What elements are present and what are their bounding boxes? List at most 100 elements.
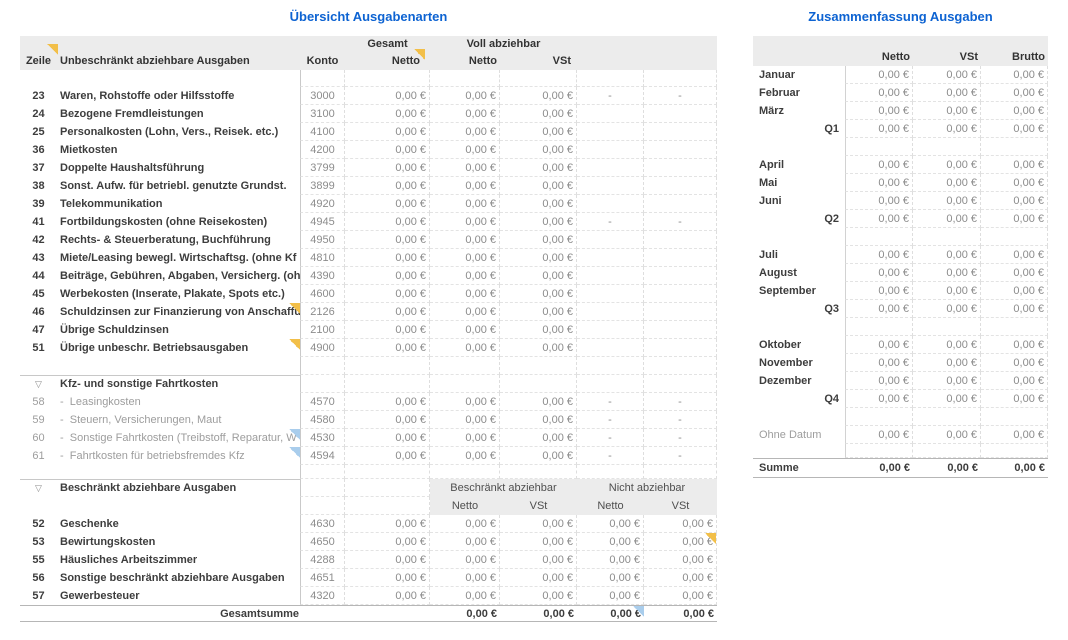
cell-value[interactable]: 0,00 €: [845, 84, 913, 102]
column-header-konto[interactable]: Konto: [306, 55, 339, 67]
cell-value[interactable]: [913, 318, 981, 336]
cell-description[interactable]: Häusliches Arbeitszimmer: [60, 554, 198, 566]
cell-value[interactable]: 0,00 €: [466, 607, 497, 620]
cell-konto[interactable]: [300, 357, 345, 375]
cell-konto[interactable]: 2100: [300, 321, 345, 339]
cell-value[interactable]: 0,00 €: [500, 429, 577, 447]
cell-description[interactable]: Doppelte Haushaltsführung: [60, 162, 205, 174]
cell-value[interactable]: 0,00 €: [430, 393, 500, 411]
cell-period-label[interactable]: Ohne Datum: [759, 429, 822, 441]
cell-value[interactable]: 0,00 €: [500, 105, 577, 123]
cell-value[interactable]: [577, 465, 644, 479]
cell-value[interactable]: [981, 138, 1048, 156]
cell-period-label[interactable]: September: [759, 285, 816, 297]
column-header-brutto[interactable]: Brutto: [1012, 51, 1045, 63]
cell-value[interactable]: [500, 70, 577, 87]
cell-value[interactable]: [577, 321, 644, 339]
cell-value[interactable]: [345, 70, 430, 87]
cell-value[interactable]: 0,00 €: [430, 195, 500, 213]
cell-value[interactable]: -: [577, 393, 644, 411]
cell-blank[interactable]: [753, 444, 845, 458]
cell-value[interactable]: [577, 231, 644, 249]
cell-value[interactable]: 0,00 €: [845, 66, 913, 84]
cell-value[interactable]: 0,00 €: [913, 336, 981, 354]
cell-value[interactable]: 0,00 €: [345, 231, 430, 249]
cell-zeile[interactable]: 61: [32, 450, 45, 462]
cell-value[interactable]: 0,00 €: [981, 426, 1048, 444]
cell-value[interactable]: 0,00 €: [500, 231, 577, 249]
cell-value[interactable]: [577, 249, 644, 267]
cell-konto[interactable]: [300, 465, 345, 479]
cell-zeile[interactable]: 42: [32, 234, 45, 246]
cell-konto[interactable]: 4650: [300, 533, 345, 551]
cell-value[interactable]: 0,00 €: [345, 321, 430, 339]
cell-description[interactable]: - Steuern, Versicherungen, Maut: [60, 414, 222, 426]
cell-value[interactable]: 0,00 €: [430, 213, 500, 231]
cell-description[interactable]: Beiträge, Gebühren, Abgaben, Versicherg.…: [60, 270, 300, 282]
cell-zeile[interactable]: 59: [32, 414, 45, 426]
cell-value[interactable]: [644, 267, 717, 285]
cell-value[interactable]: 0,00 €: [500, 447, 577, 465]
cell-value[interactable]: 0,00 €: [981, 174, 1048, 192]
cell-value[interactable]: 0,00 €: [430, 249, 500, 267]
column-header-unbeschraenkt[interactable]: Unbeschränkt abziehbare Ausgaben: [60, 55, 250, 67]
cell-value[interactable]: 0,00 €: [845, 120, 913, 138]
cell-zeile[interactable]: 41: [32, 216, 45, 228]
cell-value[interactable]: 0,00 €: [345, 195, 430, 213]
cell-value[interactable]: [644, 375, 717, 393]
cell-konto[interactable]: 4390: [300, 267, 345, 285]
column-group-header-gesamt[interactable]: Gesamt: [367, 38, 408, 50]
cell-description[interactable]: Bewirtungskosten: [60, 536, 156, 548]
cell-blank[interactable]: [20, 465, 300, 479]
cell-value[interactable]: 0,00 €: [500, 411, 577, 429]
cell-value[interactable]: 0,00 €: [345, 515, 430, 533]
cell-value[interactable]: 0,00 €: [500, 569, 577, 587]
cell-description[interactable]: Beschränkt abziehbare Ausgaben: [60, 482, 237, 494]
cell-value[interactable]: 0,00 €: [500, 195, 577, 213]
cell-description[interactable]: Miete/Leasing bewegl. Wirtschaftsg. (ohn…: [60, 252, 297, 264]
cell-value[interactable]: [845, 138, 913, 156]
cell-konto[interactable]: 4288: [300, 551, 345, 569]
column-header-vst[interactable]: VSt: [959, 51, 978, 63]
cell-value[interactable]: 0,00 €: [345, 249, 430, 267]
cell-value[interactable]: 0,00 €: [430, 87, 500, 105]
cell-value[interactable]: 0,00 €: [913, 66, 981, 84]
cell-description[interactable]: Fortbildungskosten (ohne Reisekosten): [60, 216, 268, 228]
cell-value[interactable]: [430, 375, 500, 393]
cell-value[interactable]: [500, 465, 577, 479]
cell-value[interactable]: [577, 123, 644, 141]
disclosure-triangle-icon[interactable]: ▽: [35, 482, 42, 493]
cell-value[interactable]: 0,00 €: [345, 339, 430, 357]
cell-value[interactable]: 0,00 €: [981, 354, 1048, 372]
cell-value[interactable]: [644, 159, 717, 177]
cell-value[interactable]: [644, 70, 717, 87]
cell-konto[interactable]: 4100: [300, 123, 345, 141]
cell-value[interactable]: 0,00 €: [981, 84, 1048, 102]
cell-value[interactable]: [430, 357, 500, 375]
cell-value[interactable]: 0,00 €: [845, 192, 913, 210]
cell-value[interactable]: 0,00 €: [500, 515, 577, 533]
cell-konto[interactable]: 4200: [300, 141, 345, 159]
cell-value[interactable]: [845, 318, 913, 336]
cell-konto[interactable]: [300, 70, 345, 87]
cell-konto[interactable]: 4600: [300, 285, 345, 303]
cell-zeile[interactable]: 45: [32, 288, 45, 300]
cell-value[interactable]: 0,00 €: [577, 533, 644, 551]
cell-period-label[interactable]: Q3: [824, 303, 839, 315]
cell-description[interactable]: Schuldzinsen zur Finanzierung von Anscha…: [57, 303, 300, 321]
cell-value[interactable]: 0,00 €: [845, 426, 913, 444]
cell-description[interactable]: Übrige unbeschr. Betriebsausgaben: [57, 339, 300, 357]
cell-value[interactable]: 0,00 €: [345, 105, 430, 123]
cell-konto[interactable]: 4900: [300, 339, 345, 357]
cell-value[interactable]: [644, 231, 717, 249]
cell-zeile[interactable]: 37: [32, 162, 45, 174]
cell-value[interactable]: 0,00 €: [845, 246, 913, 264]
cell-value[interactable]: 0,00 €: [430, 321, 500, 339]
cell-value[interactable]: 0,00 €: [981, 300, 1048, 318]
cell-blank[interactable]: [753, 318, 845, 336]
cell-value[interactable]: [345, 465, 430, 479]
cell-value[interactable]: 0,00 €: [913, 102, 981, 120]
cell-value[interactable]: [644, 177, 717, 195]
cell-value[interactable]: 0,00 €: [845, 300, 913, 318]
column-header-voll-netto[interactable]: Netto: [468, 55, 497, 67]
